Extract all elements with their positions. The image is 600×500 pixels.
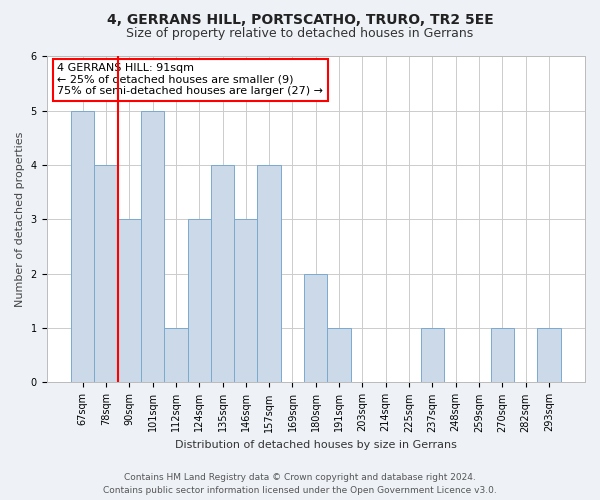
Y-axis label: Number of detached properties: Number of detached properties <box>15 132 25 307</box>
Bar <box>537 328 560 382</box>
Text: 4 GERRANS HILL: 91sqm
← 25% of detached houses are smaller (9)
75% of semi-detac: 4 GERRANS HILL: 91sqm ← 25% of detached … <box>57 63 323 96</box>
Bar <box>257 165 281 382</box>
Bar <box>164 328 188 382</box>
Bar <box>304 274 328 382</box>
X-axis label: Distribution of detached houses by size in Gerrans: Distribution of detached houses by size … <box>175 440 457 450</box>
Bar <box>118 220 141 382</box>
Bar <box>141 111 164 382</box>
Text: Contains HM Land Registry data © Crown copyright and database right 2024.
Contai: Contains HM Land Registry data © Crown c… <box>103 473 497 495</box>
Bar <box>421 328 444 382</box>
Text: 4, GERRANS HILL, PORTSCATHO, TRURO, TR2 5EE: 4, GERRANS HILL, PORTSCATHO, TRURO, TR2 … <box>107 12 493 26</box>
Bar <box>234 220 257 382</box>
Bar <box>491 328 514 382</box>
Bar <box>328 328 351 382</box>
Text: Size of property relative to detached houses in Gerrans: Size of property relative to detached ho… <box>127 28 473 40</box>
Bar <box>94 165 118 382</box>
Bar <box>188 220 211 382</box>
Bar <box>71 111 94 382</box>
Bar <box>211 165 234 382</box>
